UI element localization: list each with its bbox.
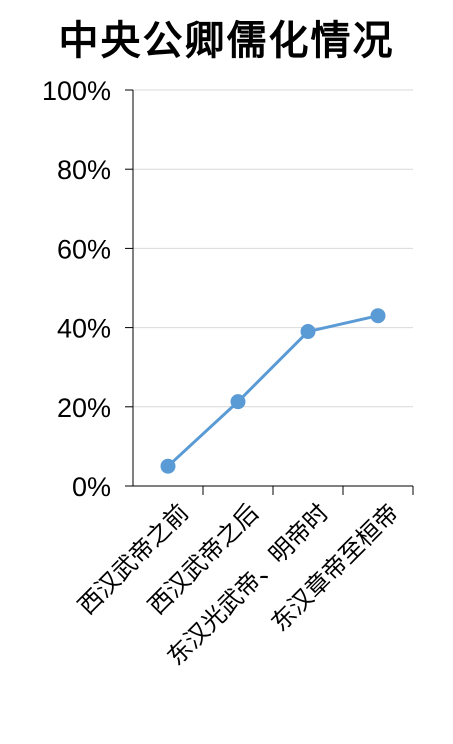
y-tick-label: 0% — [72, 472, 111, 502]
chart-title: 中央公卿儒化情况 — [58, 17, 395, 64]
data-point — [230, 394, 246, 410]
y-tick-label: 40% — [57, 314, 111, 344]
axes — [125, 89, 414, 495]
x-tick-label: 东汉章帝至桓帝 — [266, 498, 405, 637]
y-tick-label: 100% — [42, 76, 111, 106]
series-line — [166, 314, 379, 468]
series — [160, 308, 386, 474]
y-tick-labels: 0% 20% 40% 60% 80% 100% — [42, 76, 111, 502]
y-tick-label: 60% — [57, 234, 111, 264]
gridlines — [133, 89, 413, 408]
data-point — [160, 458, 176, 474]
data-point — [370, 308, 386, 324]
y-tick-label: 80% — [57, 155, 111, 185]
data-point — [300, 324, 316, 340]
y-tick-label: 20% — [57, 393, 111, 423]
